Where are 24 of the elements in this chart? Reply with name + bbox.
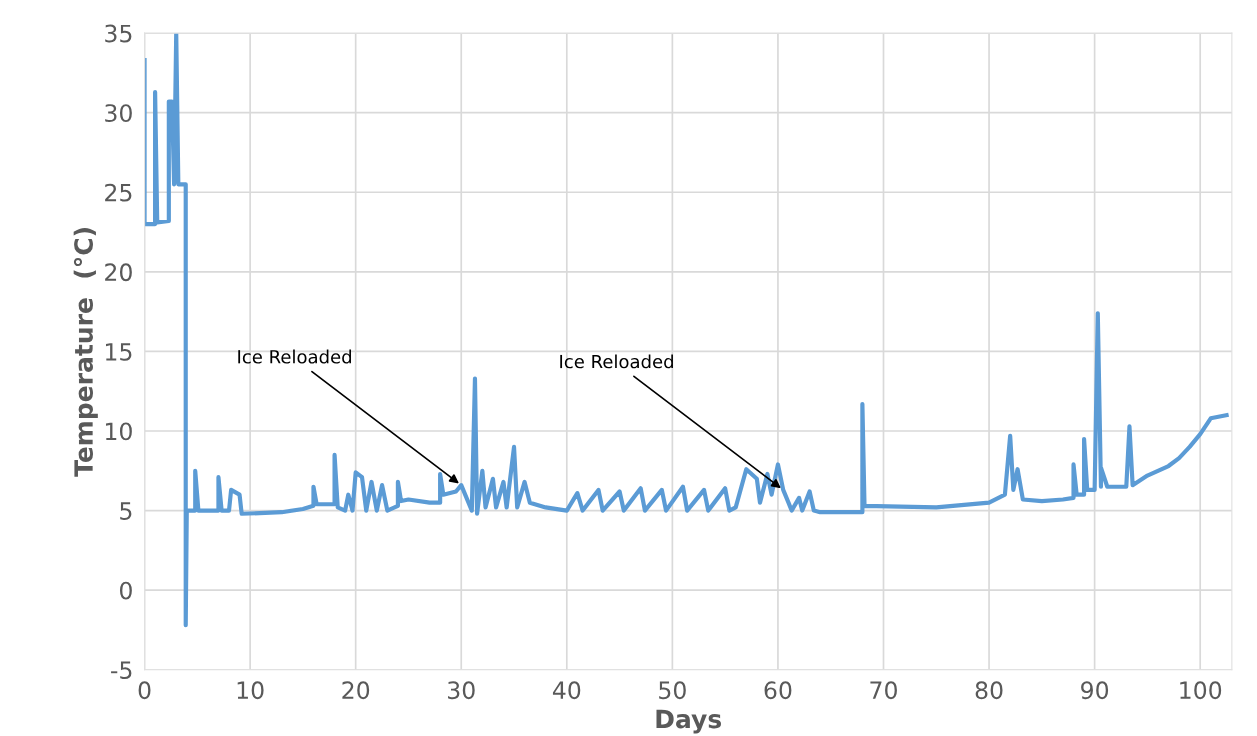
x-tick-label: 50 <box>659 681 686 700</box>
y-tick-label: 5 <box>120 502 132 520</box>
x-tick-label: 10 <box>237 681 264 700</box>
x-tick-label: 80 <box>975 681 1003 700</box>
y-tick-label: -5 <box>111 661 132 680</box>
x-tick-label: 60 <box>764 681 792 700</box>
annotation: Ice Reloaded <box>560 354 673 369</box>
y-tick-label: 35 <box>105 24 132 43</box>
x-tick-label: 20 <box>342 681 370 700</box>
x-tick-label: 70 <box>870 681 897 700</box>
x-tick-label: 0 <box>138 681 151 700</box>
x-tick-label: 100 <box>1180 681 1222 700</box>
x-tick-label: 40 <box>552 681 581 700</box>
y-axis-title: Temperature (°C) <box>73 228 98 477</box>
x-tick-label: 30 <box>448 681 475 700</box>
y-tick-label: 20 <box>105 263 132 282</box>
y-tick-label: 25 <box>105 183 132 202</box>
y-tick-label: 10 <box>105 422 132 441</box>
y-tick-label: 30 <box>105 104 132 123</box>
x-tick-label: 90 <box>1081 681 1109 700</box>
annotation: Ice Reloaded <box>238 349 351 364</box>
y-tick-label: 0 <box>119 581 132 600</box>
x-axis-title: Days <box>656 709 722 734</box>
y-tick-label: 15 <box>105 343 132 361</box>
